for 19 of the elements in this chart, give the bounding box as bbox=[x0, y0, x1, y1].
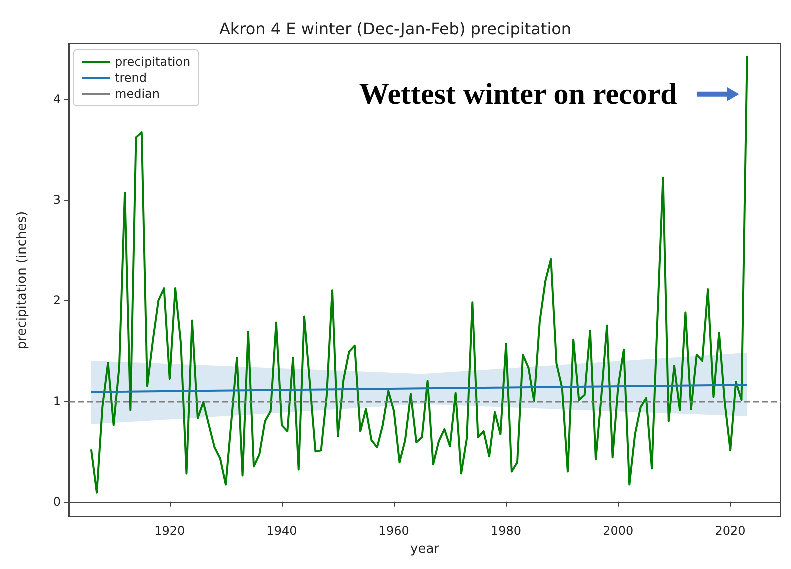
x-tick-label: 2000 bbox=[603, 524, 634, 538]
y-tick-label: 4 bbox=[53, 92, 61, 106]
x-tick-label: 2020 bbox=[715, 524, 746, 538]
y-tick-label: 1 bbox=[53, 394, 61, 408]
x-tick-label: 1960 bbox=[378, 524, 410, 538]
legend-label: median bbox=[115, 87, 160, 101]
x-axis-title: year bbox=[410, 542, 440, 557]
legend-label: precipitation bbox=[115, 55, 191, 69]
y-tick-label: 3 bbox=[53, 192, 61, 207]
y-axis-title: precipitation (inches) bbox=[15, 211, 30, 350]
chart-title: Akron 4 E winter (Dec-Jan-Feb) precipitation bbox=[219, 20, 572, 38]
x-tick-label: 1980 bbox=[491, 524, 522, 538]
legend-label: trend bbox=[115, 71, 147, 85]
y-tick-label: 0 bbox=[53, 494, 61, 509]
line-series bbox=[90, 55, 748, 494]
x-tick-label: 1920 bbox=[154, 524, 186, 538]
annotation: Wettest winter on record bbox=[359, 78, 678, 111]
y-tick-label: 2 bbox=[53, 294, 61, 308]
x-tick-label: 1940 bbox=[266, 524, 298, 538]
